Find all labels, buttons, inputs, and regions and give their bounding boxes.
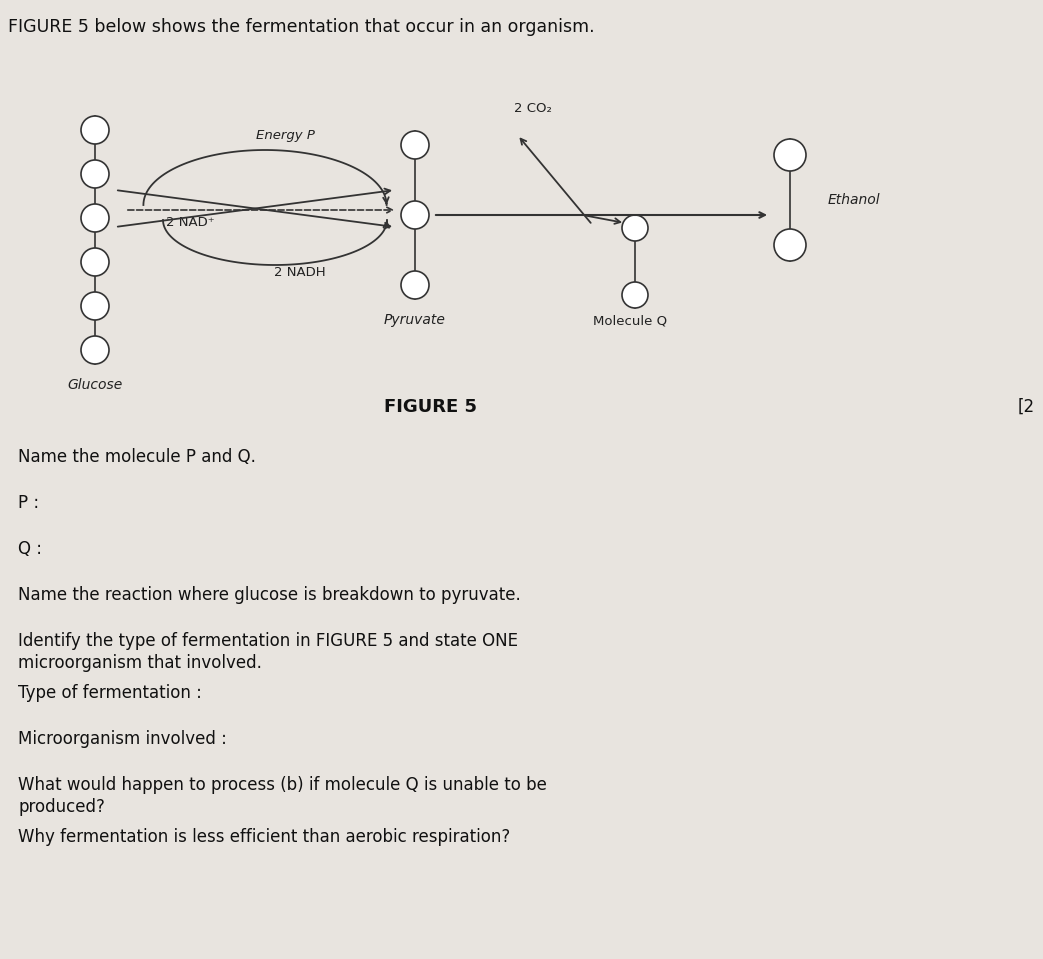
Text: produced?: produced? bbox=[18, 798, 105, 816]
Text: Type of fermentation :: Type of fermentation : bbox=[18, 684, 202, 702]
Circle shape bbox=[622, 215, 648, 241]
Circle shape bbox=[622, 282, 648, 308]
Circle shape bbox=[401, 201, 429, 229]
Text: microorganism that involved.: microorganism that involved. bbox=[18, 654, 262, 672]
Text: Ethanol: Ethanol bbox=[828, 193, 880, 207]
Text: P :: P : bbox=[18, 494, 40, 512]
Text: Pyruvate: Pyruvate bbox=[384, 313, 446, 327]
Text: Energy P: Energy P bbox=[256, 129, 314, 142]
Text: Identify the type of fermentation in FIGURE 5 and state ONE: Identify the type of fermentation in FIG… bbox=[18, 632, 518, 650]
Text: 2 NADH: 2 NADH bbox=[274, 267, 325, 279]
Text: Q :: Q : bbox=[18, 540, 42, 558]
Circle shape bbox=[401, 131, 429, 159]
Circle shape bbox=[401, 271, 429, 299]
Text: Name the molecule P and Q.: Name the molecule P and Q. bbox=[18, 448, 256, 466]
Text: FIGURE 5: FIGURE 5 bbox=[384, 398, 477, 416]
Circle shape bbox=[81, 248, 110, 276]
Text: What would happen to process (b) if molecule Q is unable to be: What would happen to process (b) if mole… bbox=[18, 776, 547, 794]
Circle shape bbox=[81, 292, 110, 320]
Text: 2 CO₂: 2 CO₂ bbox=[513, 102, 552, 115]
Text: Microorganism involved :: Microorganism involved : bbox=[18, 730, 227, 748]
Circle shape bbox=[81, 204, 110, 232]
Text: Why fermentation is less efficient than aerobic respiration?: Why fermentation is less efficient than … bbox=[18, 828, 510, 846]
Text: 2 NAD⁺: 2 NAD⁺ bbox=[166, 217, 214, 229]
Text: Molecule Q: Molecule Q bbox=[592, 315, 668, 328]
Text: Name the reaction where glucose is breakdown to pyruvate.: Name the reaction where glucose is break… bbox=[18, 586, 520, 604]
Circle shape bbox=[81, 116, 110, 144]
Circle shape bbox=[81, 160, 110, 188]
Circle shape bbox=[81, 336, 110, 364]
Text: [2: [2 bbox=[1018, 398, 1035, 416]
Text: Glucose: Glucose bbox=[68, 378, 123, 392]
Circle shape bbox=[774, 229, 806, 261]
Text: FIGURE 5 below shows the fermentation that occur in an organism.: FIGURE 5 below shows the fermentation th… bbox=[8, 18, 595, 36]
Circle shape bbox=[774, 139, 806, 171]
